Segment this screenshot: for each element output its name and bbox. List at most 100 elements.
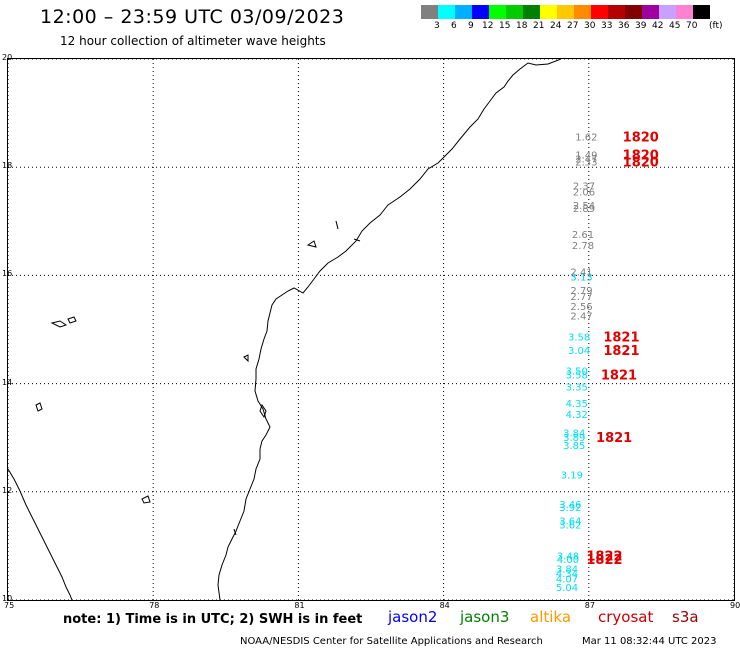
legend-swatch [693, 5, 710, 19]
legend-label: 70 [686, 21, 698, 31]
legend-label: 27 [567, 21, 579, 31]
swh-points: 1.621.492.472.332.372.062.542.892.612.78… [556, 130, 659, 594]
legend-swatch [608, 5, 625, 19]
x-tick-label: 90 [730, 601, 740, 610]
swh-value: 3.13 [570, 273, 592, 284]
island-8 [243, 354, 249, 363]
time-label: 1820 [623, 130, 659, 145]
swh-value: 2.41 [570, 268, 592, 279]
india-east-coastline [217, 59, 562, 600]
swh-value: 3.64 [559, 517, 581, 528]
note-text: note: 1) Time is in UTC; 2) SWH is in fe… [63, 612, 363, 627]
swh-value: 2.06 [573, 188, 595, 199]
swh-value: 3.19 [561, 471, 583, 482]
swh-value: 3.84 [556, 565, 578, 576]
swh-value: 3.46 [559, 500, 581, 511]
color-legend [421, 5, 710, 19]
time-label: 1822 [586, 550, 622, 565]
legend-swatch [659, 5, 676, 19]
legend-label: 42 [652, 21, 664, 31]
swh-value: 2.56 [570, 302, 592, 313]
swh-value: 3.92 [559, 503, 581, 514]
swh-value: 3.62 [559, 520, 581, 531]
swh-value: 4.00 [557, 555, 579, 566]
y-tick-label: 18 [2, 161, 13, 171]
swh-value: 2.47 [575, 155, 597, 166]
footer-timestamp: Mar 11 08:32:44 UTC 2023 [582, 636, 717, 647]
legend-swatch [591, 5, 608, 19]
india-west-coastline [8, 468, 73, 600]
x-tick-label: 75 [4, 601, 15, 610]
time-label: 1821 [596, 431, 632, 446]
swh-value: 2.37 [573, 182, 595, 193]
time-label: 1821 [603, 331, 639, 346]
y-tick-label: 14 [2, 377, 13, 387]
swh-value: 5.04 [556, 583, 578, 594]
swh-value: 3.58 [568, 333, 590, 344]
legend-swatch [421, 5, 438, 19]
legend-swatch [557, 5, 574, 19]
satellite-s3a: s3a [672, 608, 699, 626]
swh-value: 3.50 [566, 367, 588, 378]
wave-height-map: 1.62 1.49 2.47 2.33 2.37 2.06 2.54 2.89 2.61 2.78… [7, 58, 735, 601]
chart-title: 12:00 – 23:59 UTC 03/09/2023 [40, 6, 345, 28]
swh-value: 4.07 [556, 574, 578, 585]
y-tick-label: 10 [2, 594, 13, 603]
swh-value: 4.32 [566, 410, 588, 421]
legend-swatch [472, 5, 489, 19]
legend-label: 24 [550, 21, 562, 31]
x-tick-label: 84 [439, 601, 450, 610]
lake-2 [233, 528, 237, 536]
swh-value: 2.47 [570, 312, 592, 323]
time-label: 1820 [623, 155, 659, 170]
swh-value: 1.49 [575, 150, 597, 161]
legend-label: 36 [618, 21, 630, 31]
swh-value: 2.77 [570, 292, 592, 303]
swh-value: 2.61 [572, 230, 594, 241]
legend-label: 21 [533, 21, 545, 31]
swh-value: 3.85 [563, 441, 585, 452]
swh-value: 3.35 [566, 382, 588, 393]
swh-value: 3.84 [563, 428, 585, 439]
legend-label: 45 [669, 21, 681, 31]
swh-value: 2.54 [573, 201, 595, 212]
swh-value: 2.78 [572, 241, 594, 252]
island-6 [306, 240, 317, 248]
satellite-cryosat: cryosat [598, 608, 654, 626]
x-tick-label: 87 [584, 601, 595, 610]
coastline [8, 59, 562, 600]
island-4 [141, 495, 151, 504]
satellite-jason2: jason2 [388, 608, 438, 626]
island-7 [353, 238, 361, 242]
legend-label: 33 [601, 21, 613, 31]
y-tick-label: 20 [2, 53, 13, 62]
legend-label: 3 [434, 21, 440, 31]
swh-value: 3.89 [563, 433, 585, 444]
swh-value: 3.58 [566, 370, 588, 381]
y-tick-label: 12 [2, 485, 13, 495]
swh-value: 2.89 [573, 204, 595, 215]
color-legend-labels: 3 6 9 12 15 18 21 24 27 30 33 36 39 42 45 70 (ft) [421, 21, 740, 33]
legend-label: 6 [451, 21, 457, 31]
legend-label: 39 [635, 21, 647, 31]
time-label: 1820 [623, 148, 659, 163]
legend-label: 9 [468, 21, 474, 31]
footer-org: NOAA/NESDIS Center for Satellite Applica… [240, 636, 543, 647]
legend-swatch [625, 5, 642, 19]
satellite-jason3: jason3 [460, 608, 510, 626]
swh-value: 1.62 [575, 132, 597, 143]
satellite-altika: altika [530, 608, 572, 626]
legend-swatch [540, 5, 557, 19]
legend-swatch [574, 5, 591, 19]
island-3 [35, 402, 43, 412]
graticule [8, 59, 734, 600]
lake-1 [259, 403, 267, 419]
legend-label: 12 [482, 21, 494, 31]
legend-swatch [523, 5, 540, 19]
legend-unit: (ft) [709, 21, 723, 31]
map-canvas: 1.621.492.472.332.372.062.542.892.612.78… [8, 59, 734, 600]
time-label: 1821 [601, 368, 637, 383]
legend-swatch [489, 5, 506, 19]
legend-swatch [676, 5, 693, 19]
swh-value: 4.34 [556, 569, 578, 580]
